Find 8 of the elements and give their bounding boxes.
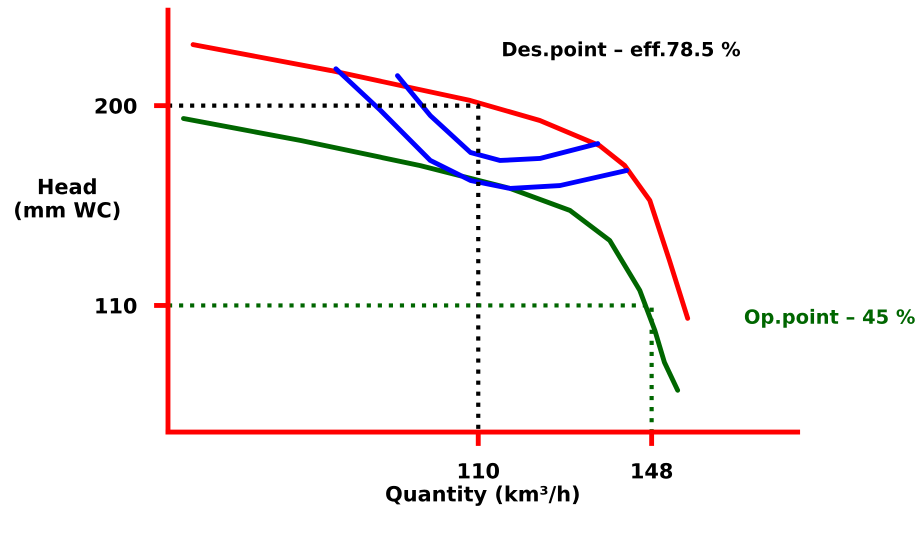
line-series xyxy=(395,73,600,163)
y-axis-title: Head (mm WC) xyxy=(15,178,120,220)
x-tick-label: 148 xyxy=(632,462,672,479)
y-tick-label: 200 xyxy=(96,98,136,114)
annotation: Op.point – 45 % xyxy=(744,308,915,328)
annotation: Des.point – eff.78.5 % xyxy=(503,41,740,60)
x-axis-title: Quantity (km³/h) xyxy=(386,486,579,506)
line-series xyxy=(333,66,629,191)
